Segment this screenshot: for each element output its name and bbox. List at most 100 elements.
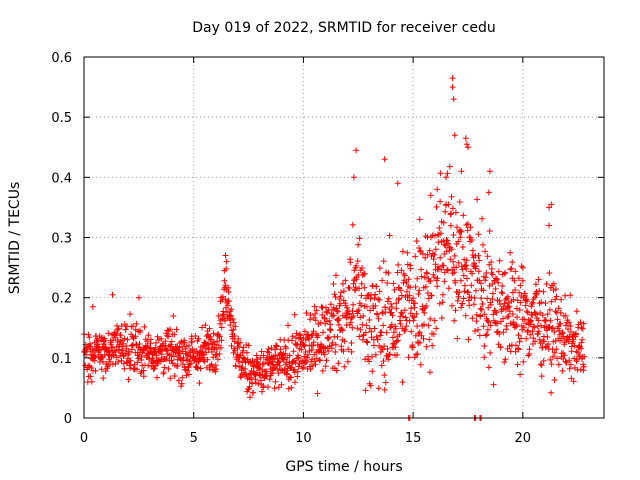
data-point bbox=[92, 353, 99, 360]
data-point bbox=[288, 337, 295, 344]
data-point bbox=[520, 324, 527, 331]
data-point bbox=[122, 350, 129, 357]
data-point bbox=[487, 322, 494, 329]
data-point bbox=[566, 333, 573, 340]
data-point bbox=[498, 289, 505, 296]
data-point bbox=[455, 238, 462, 245]
data-point bbox=[303, 310, 310, 316]
data-point bbox=[486, 228, 493, 234]
data-point bbox=[104, 365, 110, 372]
data-point bbox=[239, 347, 246, 354]
data-point bbox=[399, 379, 406, 386]
data-point bbox=[396, 331, 403, 338]
data-point bbox=[204, 356, 211, 363]
data-point bbox=[124, 336, 131, 343]
data-point bbox=[206, 325, 213, 332]
data-point bbox=[431, 274, 438, 281]
data-point bbox=[437, 198, 444, 205]
data-point bbox=[578, 324, 585, 331]
x-axis-label: GPS time / hours bbox=[285, 459, 402, 475]
data-point bbox=[484, 326, 491, 333]
data-point bbox=[305, 351, 311, 358]
data-point bbox=[358, 280, 365, 287]
data-point bbox=[578, 345, 585, 352]
data-point bbox=[399, 248, 406, 255]
data-point bbox=[243, 349, 250, 356]
data-point bbox=[381, 372, 388, 379]
data-point bbox=[428, 292, 435, 299]
data-point bbox=[447, 211, 454, 218]
data-point bbox=[510, 296, 517, 303]
data-point bbox=[407, 284, 413, 291]
data-point bbox=[105, 348, 112, 355]
data-point bbox=[412, 283, 419, 290]
data-point bbox=[529, 328, 536, 335]
data-point bbox=[403, 323, 410, 330]
data-point bbox=[449, 302, 455, 309]
data-point bbox=[308, 346, 315, 353]
data-point bbox=[330, 281, 337, 287]
data-point bbox=[322, 363, 329, 370]
data-point bbox=[215, 312, 222, 319]
data-point bbox=[398, 310, 405, 316]
data-point bbox=[497, 343, 504, 350]
data-point bbox=[389, 334, 396, 341]
data-point bbox=[546, 270, 553, 276]
data-point bbox=[426, 336, 433, 343]
data-point bbox=[321, 351, 328, 358]
data-point bbox=[272, 378, 279, 385]
data-point bbox=[511, 277, 518, 284]
data-point bbox=[288, 384, 295, 391]
data-point bbox=[448, 193, 455, 200]
data-point bbox=[494, 276, 501, 283]
data-point bbox=[364, 339, 371, 346]
data-point bbox=[490, 290, 496, 297]
x-tick-label: 10 bbox=[295, 431, 312, 446]
data-point bbox=[441, 241, 448, 248]
data-point bbox=[496, 257, 503, 264]
data-point bbox=[248, 374, 255, 381]
data-point bbox=[221, 277, 228, 284]
data-point bbox=[404, 249, 411, 256]
data-point bbox=[458, 277, 464, 284]
data-point bbox=[409, 344, 416, 351]
data-point bbox=[559, 367, 566, 374]
data-point bbox=[314, 390, 321, 397]
data-point bbox=[222, 252, 229, 259]
data-point bbox=[170, 313, 177, 319]
data-point bbox=[420, 335, 427, 342]
data-point bbox=[355, 241, 362, 248]
data-point bbox=[180, 354, 187, 361]
data-point bbox=[533, 291, 540, 298]
data-point bbox=[228, 342, 235, 349]
data-point bbox=[547, 317, 554, 324]
data-point bbox=[86, 334, 93, 341]
y-axis-label: SRMTID / TECUs bbox=[7, 182, 23, 295]
data-point bbox=[387, 351, 393, 358]
data-point bbox=[282, 350, 289, 357]
data-point bbox=[455, 293, 462, 300]
data-point bbox=[424, 251, 431, 258]
y-tick-label: 0.2 bbox=[51, 292, 72, 307]
data-point bbox=[197, 365, 204, 372]
data-point bbox=[346, 285, 353, 292]
data-point bbox=[145, 362, 152, 369]
data-point bbox=[396, 295, 402, 302]
data-point bbox=[573, 330, 579, 337]
data-point bbox=[516, 289, 523, 296]
data-point bbox=[222, 317, 229, 324]
data-point bbox=[380, 258, 387, 265]
data-point bbox=[344, 358, 351, 365]
data-point bbox=[551, 377, 558, 383]
data-point bbox=[544, 311, 551, 318]
data-point bbox=[302, 360, 308, 367]
data-point bbox=[310, 339, 317, 346]
data-point bbox=[477, 313, 484, 320]
y-tick-label: 0.3 bbox=[51, 232, 72, 247]
data-point bbox=[465, 144, 471, 151]
data-point bbox=[214, 356, 221, 363]
data-point bbox=[91, 357, 98, 364]
data-point bbox=[570, 378, 577, 385]
data-point bbox=[345, 346, 352, 353]
y-tick-label: 0.5 bbox=[51, 111, 72, 126]
